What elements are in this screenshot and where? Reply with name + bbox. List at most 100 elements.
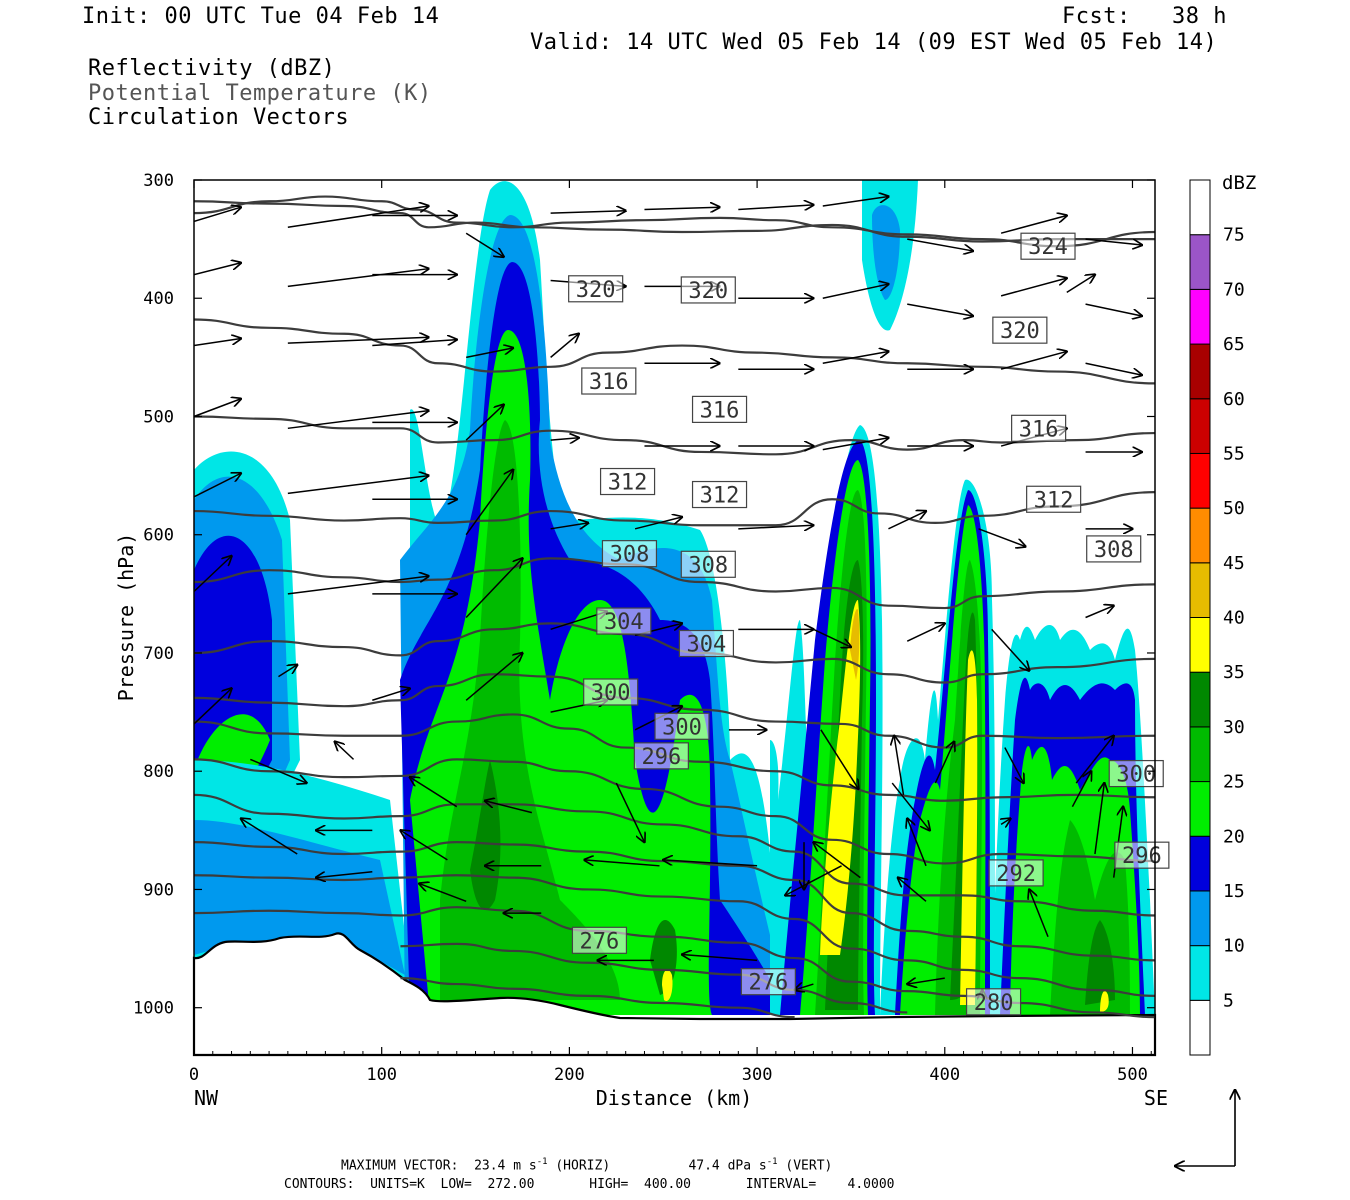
circulation-vector: [287, 337, 429, 344]
plot-frame: [193, 179, 1156, 1056]
init-time: Init: 00 UTC Tue 04 Feb 14: [82, 4, 440, 29]
circulation-vector: [615, 782, 644, 842]
colorbar-label: 60: [1223, 389, 1245, 410]
colorbar-label: 70: [1223, 279, 1245, 300]
colorbar-box: [1189, 945, 1211, 1001]
colorbar-label: 25: [1223, 772, 1245, 793]
colorbar-label: 65: [1223, 334, 1245, 355]
colorbar-box: [1189, 726, 1211, 783]
circulation-vector: [287, 206, 429, 229]
circulation-vector: [1029, 889, 1049, 938]
theta-label: 300: [662, 715, 702, 740]
theta-label-box: [633, 742, 689, 770]
circulation-vector: [888, 511, 926, 530]
theta-label: 316: [700, 398, 740, 423]
circulation-vector: [891, 782, 930, 830]
theta-label: 316: [589, 370, 629, 395]
circulation-vector: [634, 517, 682, 530]
circulation-vector: [287, 576, 429, 595]
colorbar-box: [1189, 179, 1211, 236]
circulation-vector: [907, 238, 973, 251]
theta-contour-line: [194, 758, 1155, 865]
x-tick-label: 200: [554, 1065, 585, 1085]
theta-label: 300: [591, 681, 631, 706]
circulation-vector: [1085, 606, 1114, 619]
terrain: [192, 932, 1157, 1057]
circulation-vector: [194, 473, 241, 498]
theta-label: 308: [610, 543, 650, 568]
theta-contour-line: [194, 195, 1155, 248]
x-label-se: SE: [1144, 1086, 1168, 1110]
circulation-vector: [1066, 275, 1095, 293]
circulation-vector: [1000, 278, 1067, 297]
theta-label: 308: [1094, 538, 1134, 563]
theta-label: 300: [1116, 763, 1156, 788]
circulation-vector: [822, 197, 889, 207]
field-reflectivity: Reflectivity (dBZ): [88, 56, 336, 81]
theta-label-box: [1026, 485, 1082, 513]
theta-label: 276: [580, 929, 620, 954]
theta-label-box: [965, 988, 1022, 1016]
circulation-vector: [400, 830, 448, 861]
theta-label-box: [678, 629, 735, 658]
theta-label-box: [691, 480, 748, 509]
theta-label-box: [601, 540, 658, 568]
circulation-vector: [287, 269, 429, 288]
theta-contour-line: [400, 942, 908, 1014]
circulation-vector: [1000, 215, 1067, 234]
circulation-vector: [194, 556, 232, 593]
y-tick-label: 800: [143, 762, 174, 782]
theta-label-box: [988, 859, 1044, 887]
y-tick-label: 500: [143, 407, 174, 427]
theta-label-box: [596, 607, 652, 635]
x-label-nw: NW: [194, 1086, 219, 1110]
y-tick-label: 300: [143, 171, 174, 191]
circulation-vector: [194, 338, 241, 347]
theta-label: 308: [688, 553, 728, 578]
field-theta: Potential Temperature (K): [88, 81, 432, 106]
theta-label-box: [568, 275, 624, 303]
colorbar-label: 50: [1223, 498, 1245, 519]
theta-label-box: [740, 968, 796, 996]
theta-label-box: [1114, 841, 1170, 869]
colorbar-box: [1189, 288, 1211, 345]
x-tick-label: 100: [366, 1065, 397, 1085]
theta-label-box: [571, 926, 628, 954]
colorbar-box: [1189, 234, 1211, 290]
theta-label-box: [654, 712, 710, 740]
circulation-vector: [550, 211, 626, 213]
theta-label-box: [581, 367, 637, 395]
colorbar-label: 15: [1223, 881, 1245, 902]
colorbar-title: dBZ: [1222, 172, 1256, 194]
circulation-vector: [813, 628, 851, 647]
theta-labels: 324 320 320 320 316 316 316 312 312 312 308 308 308 3…: [568, 232, 1170, 1016]
theta-label: 312: [608, 471, 648, 496]
circulation-vector: [465, 405, 504, 441]
y-tick-label: 600: [143, 526, 174, 546]
colorbar-label: 55: [1223, 443, 1245, 464]
theta-label: 320: [1000, 319, 1040, 344]
circulation-vector: [907, 303, 973, 316]
circulation-vector: [907, 978, 945, 984]
circulation-vector: [934, 742, 954, 784]
y-axis-title: Pressure (hPa): [114, 533, 138, 702]
theta-label-box: [583, 678, 639, 706]
x-axis-title: Distance (km): [596, 1086, 753, 1110]
circulation-vector: [485, 801, 533, 814]
colorbar-box: [1189, 398, 1211, 454]
reference-vector-key: [1175, 1090, 1235, 1166]
circulation-vector: [335, 742, 355, 760]
colorbar-label: 40: [1223, 608, 1245, 629]
theta-label: 312: [700, 484, 740, 509]
circulation-vector: [907, 819, 927, 867]
theta-contour-line: [194, 200, 1155, 243]
valid-time: Valid: 14 UTC Wed 05 Feb 14 (09 EST Wed …: [530, 30, 1218, 55]
x-tick-label: 300: [742, 1065, 773, 1085]
circulation-vector: [410, 777, 458, 808]
theta-label: 324: [1028, 235, 1068, 260]
circulation-vector: [550, 523, 589, 529]
colorbar-box: [1189, 507, 1211, 564]
theta-label-box: [1086, 535, 1142, 563]
colorbar: 5 10 15 20 25 30 35 40 45 50 55 60 65 70 75: [1189, 179, 1245, 1056]
